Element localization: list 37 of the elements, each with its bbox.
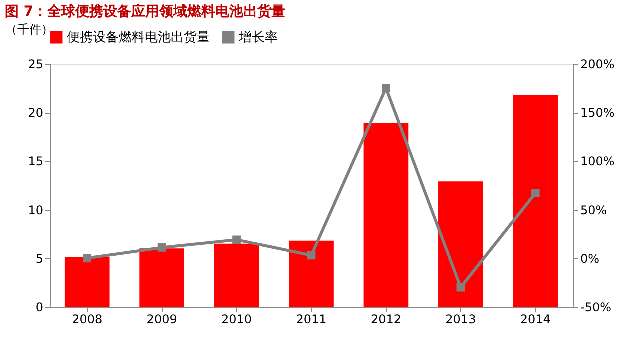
x-tick-label: 2010 <box>222 312 252 326</box>
y2-tick-label: 200% <box>580 58 615 72</box>
y-tick-label: 20 <box>28 106 44 120</box>
y-tick-label: 15 <box>28 154 44 169</box>
y-tick-label: 25 <box>28 58 44 72</box>
y-axis-title: （千件） <box>6 22 54 36</box>
point <box>307 251 316 260</box>
y-tick-label: 0 <box>36 300 44 314</box>
chart-title: 图 7：全球便携设备应用领域燃料电池出货量 <box>5 3 286 20</box>
bar <box>140 248 184 307</box>
bar <box>513 95 558 307</box>
bar <box>364 123 409 307</box>
bar <box>438 182 484 307</box>
bar <box>214 244 260 307</box>
x-tick-label: 2011 <box>296 312 327 326</box>
y-tick-label: 10 <box>28 203 44 218</box>
point <box>232 236 241 244</box>
y2-tick-label: -50% <box>580 300 612 314</box>
point <box>158 244 166 252</box>
x-tick-label: 2014 <box>520 312 551 326</box>
x-tick-label: 2009 <box>146 312 178 326</box>
legend-label: 便携设备燃料电池出货量 <box>67 30 210 46</box>
point <box>531 189 540 198</box>
y2-tick-label: 0% <box>580 252 600 266</box>
x-tick-label: 2008 <box>72 312 103 326</box>
y-tick-label: 5 <box>36 252 44 266</box>
y2-tick-label: 150% <box>580 106 615 120</box>
x-tick-label: 2013 <box>446 312 476 326</box>
legend-label: 增长率 <box>238 30 278 46</box>
point <box>382 84 390 92</box>
bar <box>289 240 334 307</box>
y2-tick-label: 50% <box>580 203 608 218</box>
y2-tick-label: 100% <box>580 154 615 169</box>
point <box>456 283 466 292</box>
x-tick-label: 2012 <box>370 312 402 326</box>
point <box>83 254 92 263</box>
bar <box>64 257 110 307</box>
